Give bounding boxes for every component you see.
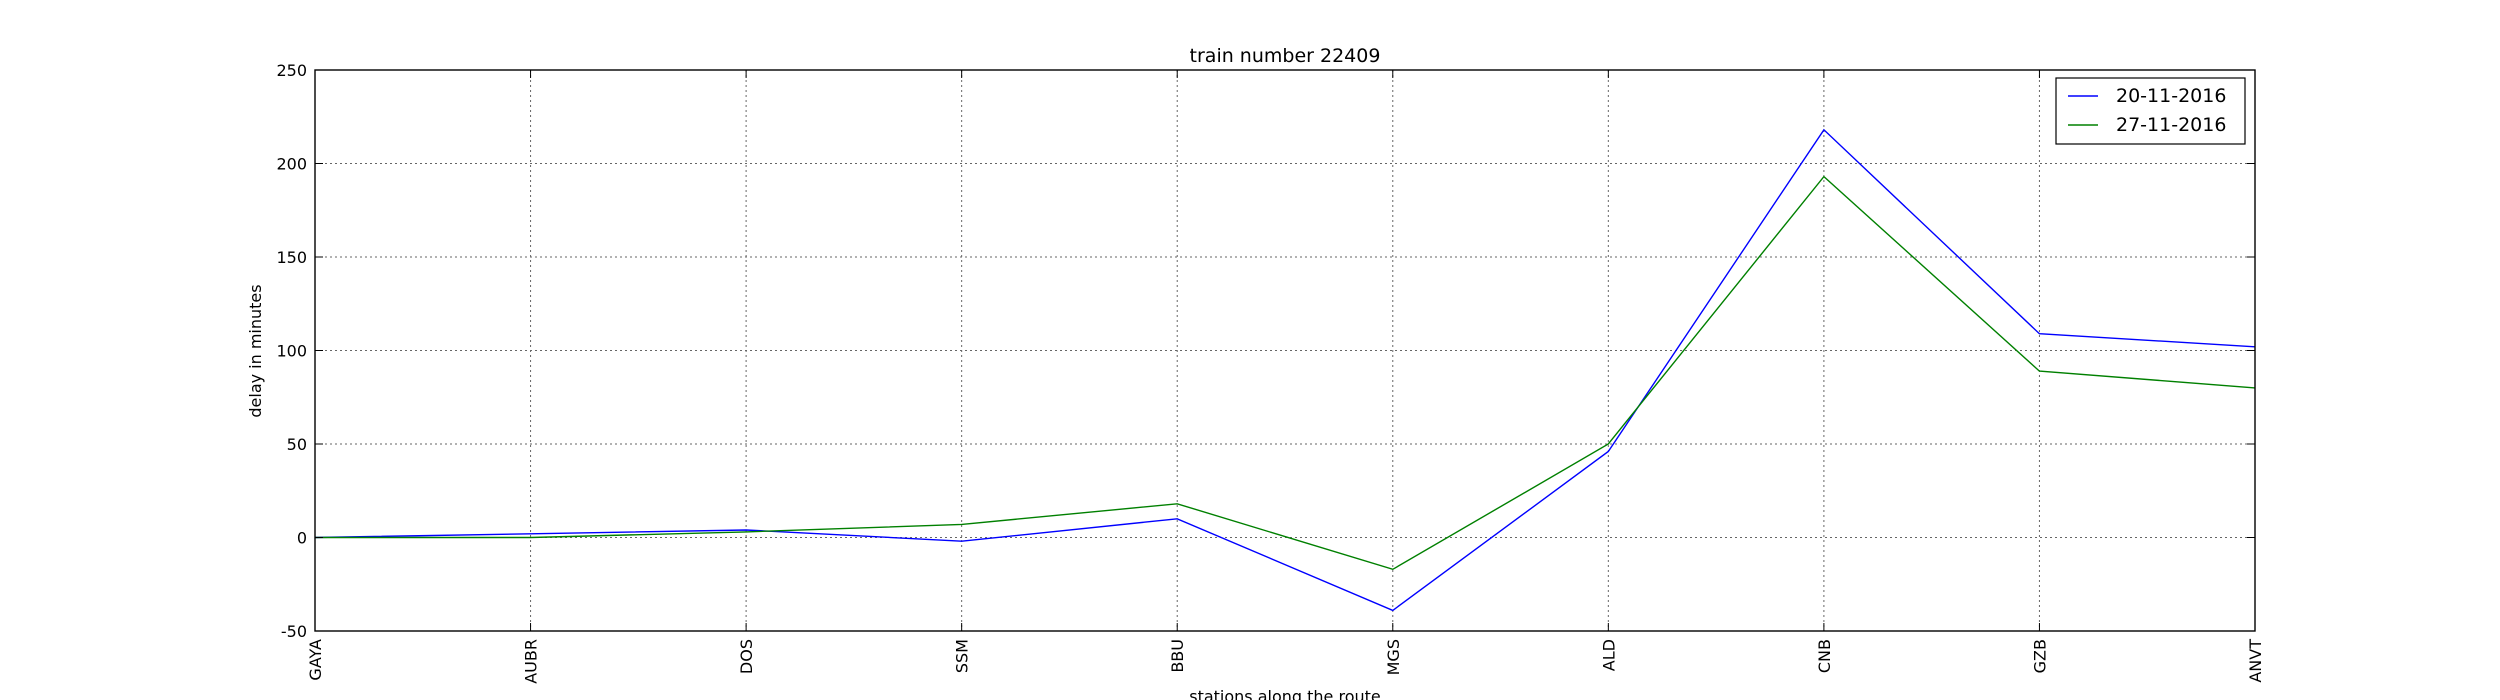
- x-tick-label: GAYA: [306, 639, 325, 681]
- y-tick-label: -50: [281, 622, 307, 641]
- x-tick-label: CNB: [1815, 639, 1834, 673]
- x-tick-label: BBU: [1168, 639, 1187, 673]
- y-tick-label: 100: [276, 342, 307, 361]
- series-lines: [314, 128, 2256, 612]
- y-axis-label: delay in minutes: [246, 284, 265, 417]
- series-line-1: [314, 128, 2256, 612]
- x-tick-label: DOS: [737, 639, 756, 674]
- x-tick-label: MGS: [1384, 639, 1403, 675]
- chart-title: train number 22409: [1190, 45, 1381, 67]
- x-tick-label: ANVT: [2246, 639, 2265, 683]
- series-line-2: [315, 175, 2256, 571]
- x-tick-label: GZB: [2030, 639, 2049, 673]
- legend-label-series-1: 20-11-2016: [2116, 85, 2226, 107]
- y-tick-label: 200: [276, 155, 307, 174]
- legend-box: [2055, 77, 2246, 145]
- legend: 20-11-2016 27-11-2016: [2055, 77, 2246, 145]
- x-tick-label: AUBR: [522, 639, 541, 684]
- x-tick-label: SSM: [953, 639, 972, 673]
- x-axis: GAYA AUBR DOS SSM BBU MGS ALD CNB GZB ANVT: [306, 70, 2265, 684]
- x-axis-label: stations along the route: [1189, 687, 1381, 700]
- y-tick-label: 0: [297, 529, 307, 548]
- y-axis: -50 0 50 100 150 200 250: [276, 61, 2255, 641]
- y-tick-label: 150: [276, 248, 307, 267]
- x-tick-label: ALD: [1599, 639, 1618, 671]
- y-tick-label: 250: [276, 61, 307, 80]
- legend-label-series-2: 27-11-2016: [2116, 114, 2226, 136]
- y-tick-label: 50: [287, 435, 307, 454]
